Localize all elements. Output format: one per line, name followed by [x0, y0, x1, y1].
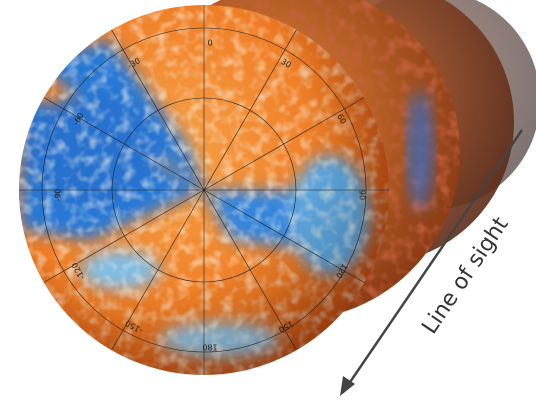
- sphere-label: 180: [202, 343, 217, 352]
- sphere-label: -90: [54, 188, 63, 201]
- sphere-label: 0: [207, 39, 212, 48]
- sphere-label: 60: [335, 112, 348, 125]
- line-of-sight-arrow: [340, 129, 524, 396]
- graticule: [19, 5, 389, 375]
- sphere-label: 90: [358, 190, 367, 200]
- sphere-label: 30: [279, 57, 292, 70]
